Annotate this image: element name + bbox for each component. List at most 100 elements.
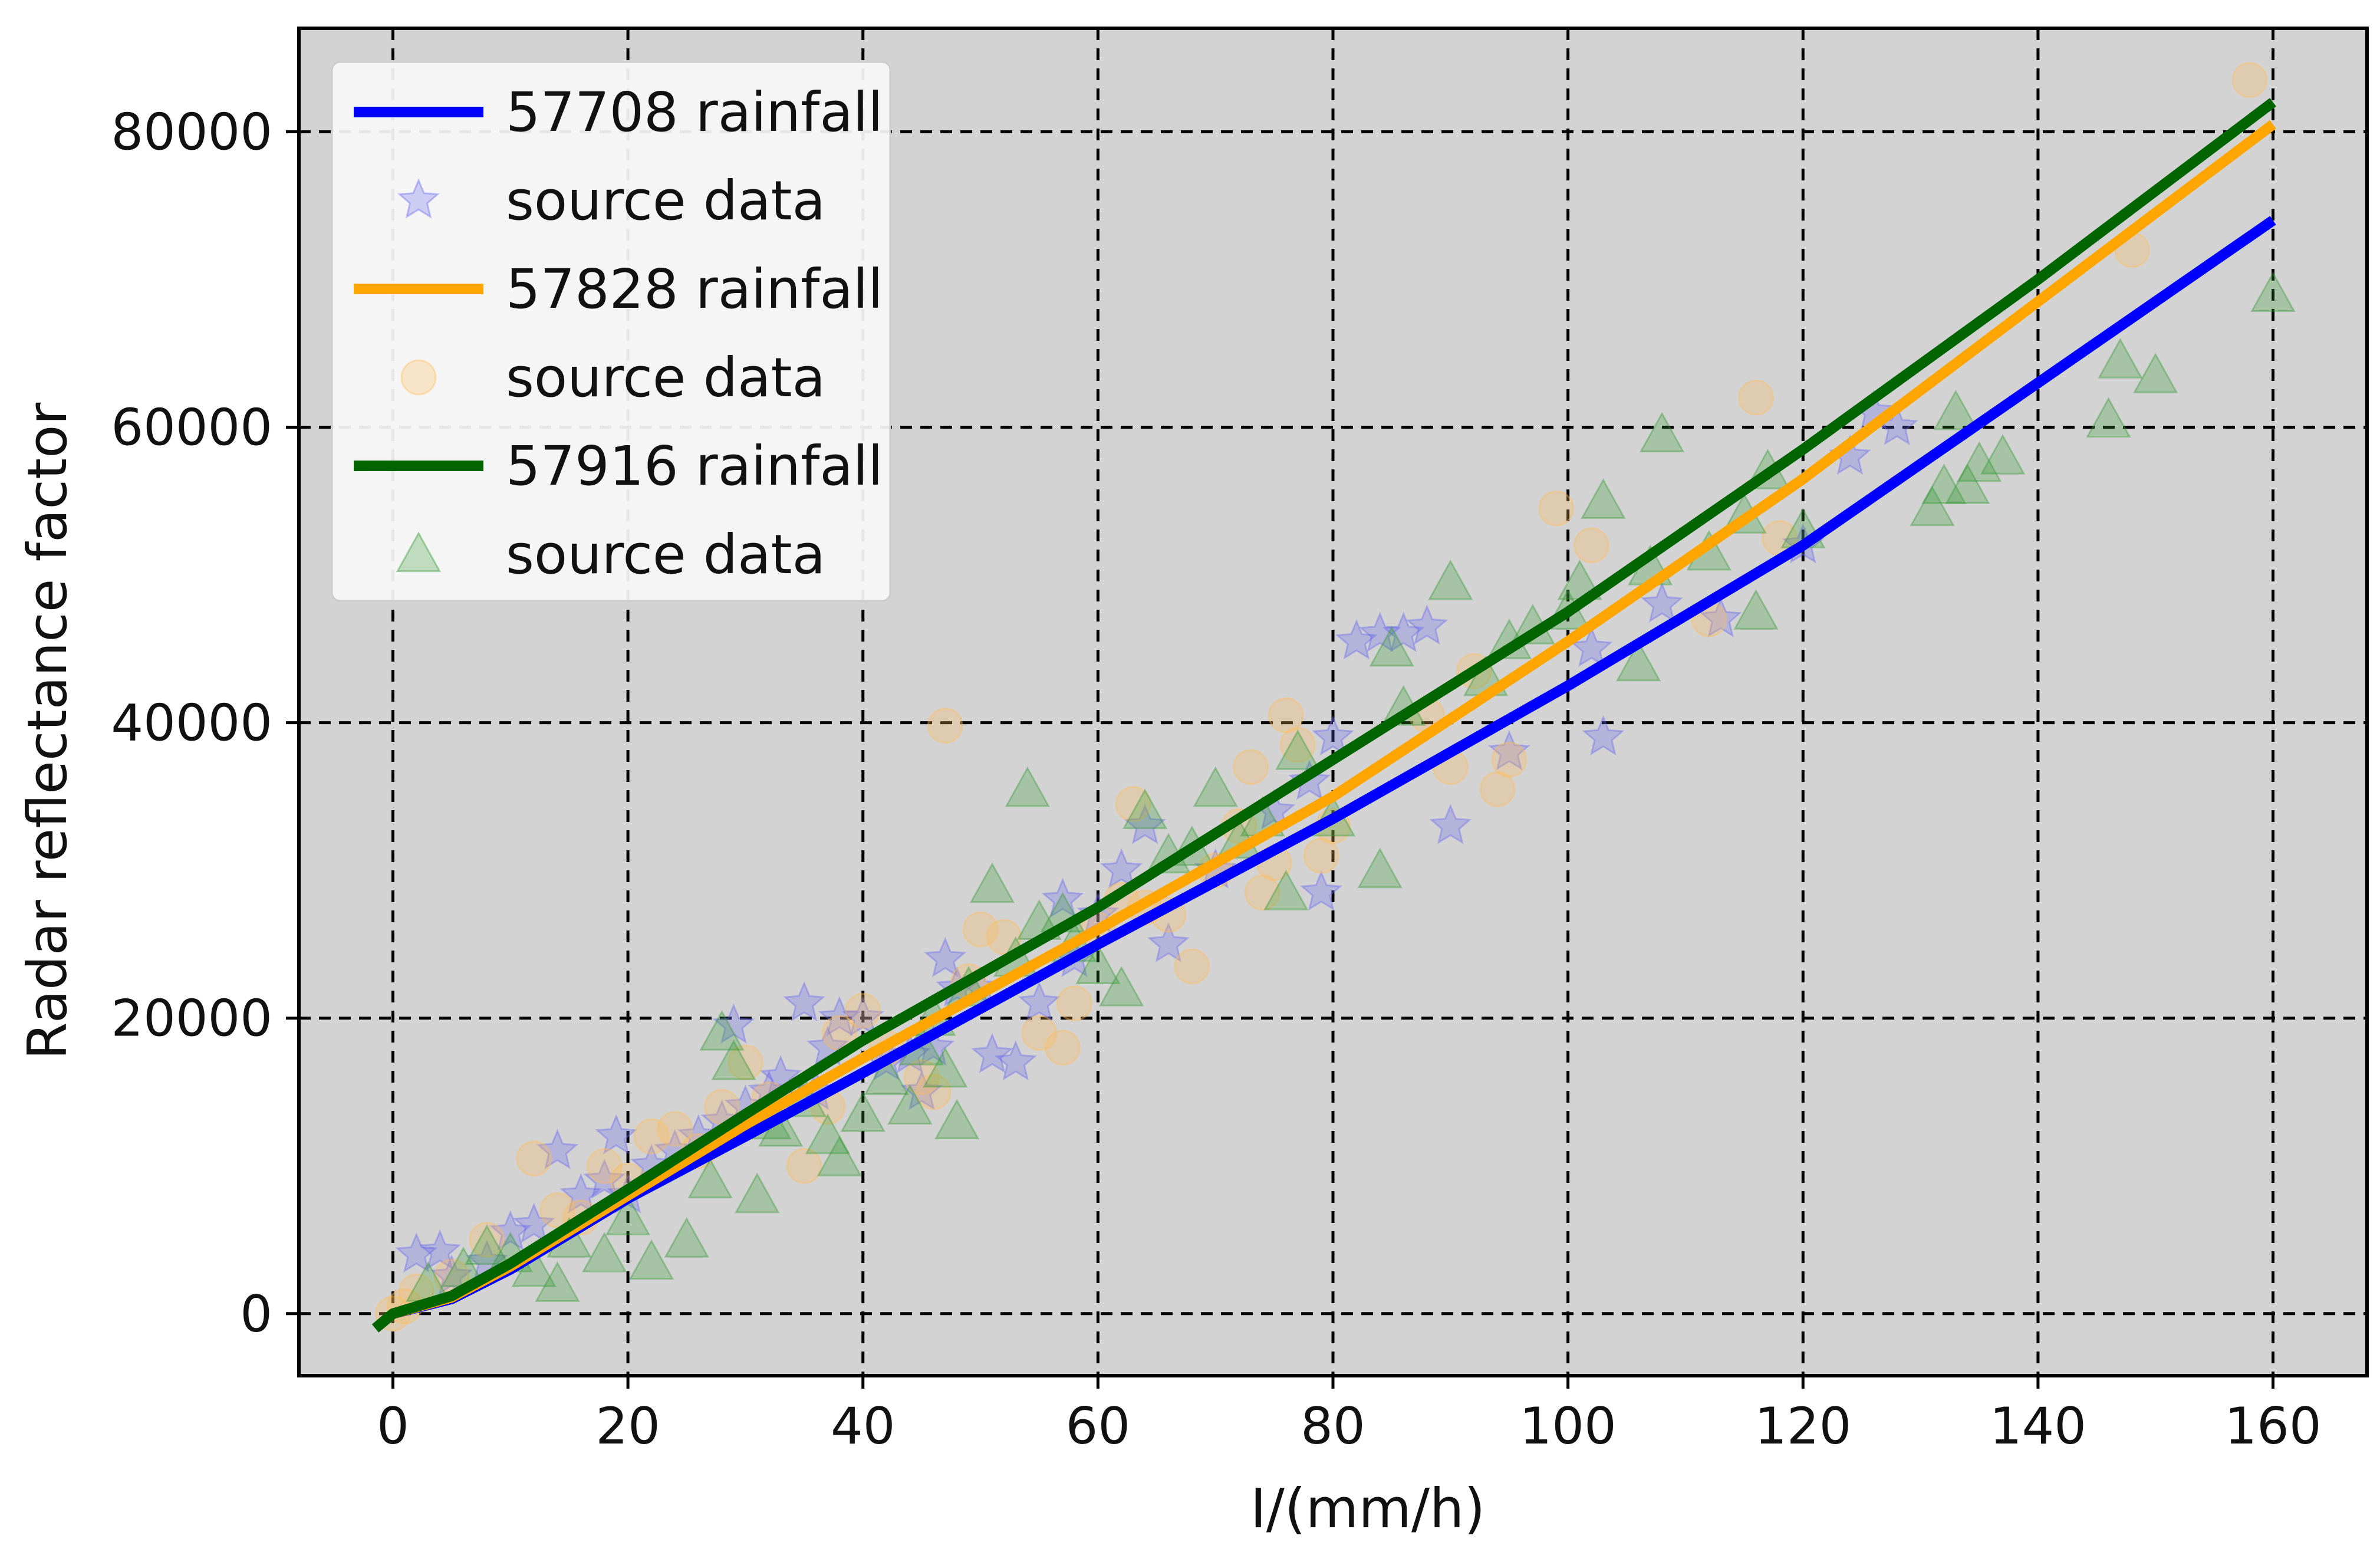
y-tick-label: 40000 [111,694,272,753]
data-point [1933,389,1979,430]
data-point [1615,640,1661,682]
data-point [1303,837,1339,874]
legend-label: 57916 rainfall [506,435,883,498]
plot-frame [297,27,2369,1377]
data-point [1275,729,1321,770]
data-point [1100,848,1143,889]
data-point [595,1114,638,1155]
x-tick-label: 140 [1990,1397,2086,1456]
data-point [1382,611,1425,652]
data-point [1147,922,1190,963]
x-tick-label: 160 [2224,1397,2321,1456]
legend-label: 57708 rainfall [506,81,883,144]
data-point [841,995,884,1037]
legend-label: source data [506,346,825,409]
data-point [605,1195,651,1235]
data-point [1641,582,1684,623]
data-point [1582,715,1625,756]
y-tick-label: 60000 [111,398,272,457]
data-point [512,1202,555,1244]
data-point [581,1231,627,1272]
data-point [782,981,826,1022]
data-point [1428,559,1473,600]
data-point [395,1232,438,1273]
data-point [903,1059,940,1096]
data-point [817,1135,863,1176]
data-point [628,1239,674,1280]
data-point [1279,726,1316,763]
data-point [969,862,1015,903]
data-point [818,995,861,1037]
data-point [633,1118,670,1155]
data-point [699,1010,745,1051]
data-point [728,1044,763,1081]
data-point [1233,749,1269,785]
y-tick-label: 0 [240,1285,272,1344]
data-point [464,1224,510,1265]
data-point [986,919,1022,955]
data-point [1115,785,1151,822]
data-point [419,1229,462,1270]
data-point [1921,463,1967,504]
data-point [1193,766,1238,807]
x-tick-label: 100 [1520,1397,1617,1456]
data-point [1311,715,1355,756]
data-point [887,1084,933,1125]
data-point [1405,604,1449,645]
data-point [711,1040,756,1080]
x-tick-label: 40 [831,1397,895,1456]
data-point [922,1047,968,1088]
legend-marker [397,178,440,219]
data-point [535,1261,580,1302]
data-point [1045,1030,1081,1066]
data-point [805,1113,851,1155]
data-point [2250,271,2296,312]
data-point [924,936,967,978]
data-point [927,708,963,744]
data-point [1574,527,1609,564]
y-tick-label: 80000 [111,103,272,162]
data-point [970,1033,1014,1073]
data-point [1358,611,1401,652]
data-point [1479,771,1516,807]
legend-marker-swatch [400,359,437,396]
data-point [1538,490,1575,527]
data-point [1018,981,1061,1022]
line-layer [371,98,2276,1333]
data-point [1335,619,1378,660]
data-point [1357,847,1403,889]
data-point [1699,597,1742,637]
data-point [1124,804,1167,844]
data-point [840,1091,885,1132]
x-tick-label: 0 [377,1397,409,1456]
legend-marker [396,531,442,573]
x-tick-label: 80 [1301,1397,1365,1456]
data-point [845,992,881,1029]
data-point [539,1192,575,1228]
legend: 57708 rainfall source data 57828 rainfall s… [331,61,891,602]
data-point [1005,766,1051,807]
data-point [1056,985,1092,1022]
legend-marker-swatch [396,531,442,573]
data-point [2231,62,2268,98]
data-point [994,1040,1037,1081]
data-point [900,1069,943,1110]
data-point [1174,948,1210,985]
data-point [1299,870,1343,911]
data-point [962,911,999,948]
y-axis-label: Radar reflectance factor [16,403,79,1060]
fit-line-4 [371,98,2276,1333]
data-point [1639,412,1685,453]
data-point [430,1254,473,1295]
legend-label: 57828 rainfall [506,258,883,321]
data-point [657,1111,693,1147]
data-point [1263,869,1309,910]
data-point [1957,441,2002,482]
data-point [1910,485,1955,527]
data-point [1041,877,1084,918]
data-point [1945,463,1990,504]
data-point [469,1222,505,1258]
data-point [2086,397,2131,438]
data-point [915,1074,952,1110]
data-point [1268,697,1304,734]
